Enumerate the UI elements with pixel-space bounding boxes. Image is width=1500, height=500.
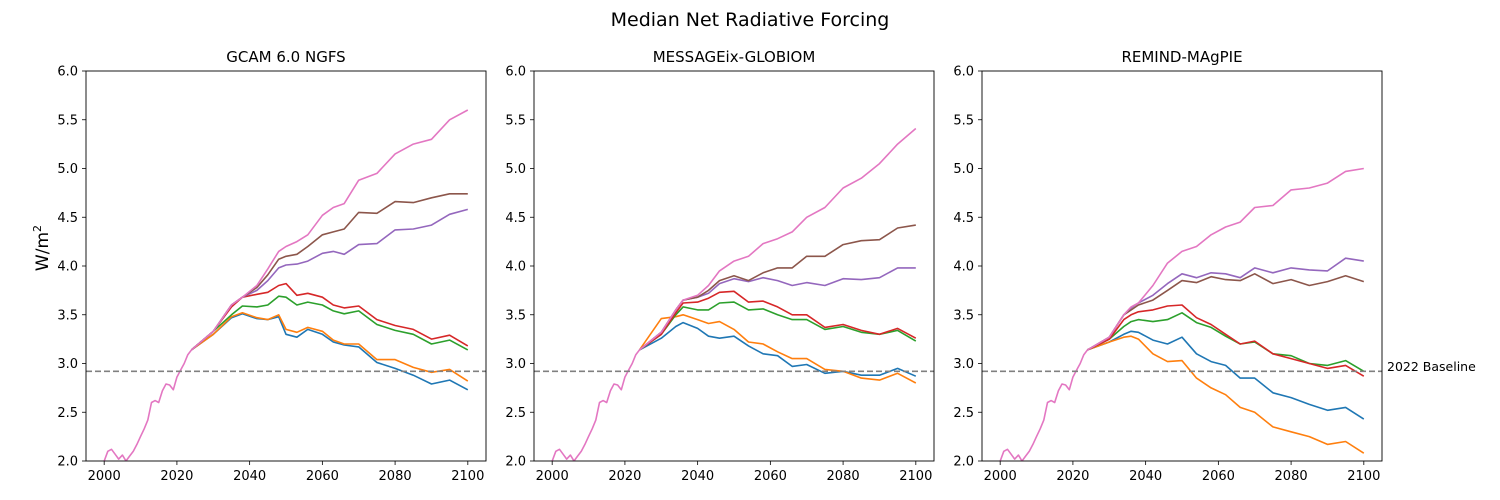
- series-line-3: [639, 301, 917, 351]
- series-line-4: [1087, 304, 1365, 377]
- series-line-1: [1087, 330, 1365, 420]
- panel-title: GCAM 6.0 NGFS: [226, 48, 345, 66]
- x-tick-label: 2040: [681, 469, 714, 484]
- y-tick-label: 4.5: [953, 211, 974, 226]
- series-line-6: [1087, 273, 1365, 351]
- axes-frame: [85, 70, 487, 462]
- x-tick-label: 2100: [451, 469, 484, 484]
- history-line: [551, 349, 641, 461]
- plot-area: [982, 167, 1382, 461]
- y-tick-label: 4.0: [953, 260, 974, 275]
- history-line: [999, 349, 1089, 461]
- axes-frame: [533, 70, 935, 462]
- x-tick-label: 2100: [899, 469, 932, 484]
- chart-panel-3: REMIND-MAgPIE 2.0 2.5 3.0 3.5 4.0 4.5 5.0 5.5 6.0…: [953, 48, 1383, 484]
- series-line-6: [638, 224, 916, 351]
- y-tick-label: 4.0: [505, 260, 526, 275]
- series-line-7: [190, 109, 469, 351]
- panel-title: REMIND-MAgPIE: [1121, 48, 1242, 66]
- y-tick-label: 2.5: [57, 406, 78, 421]
- series-line-6: [190, 193, 468, 351]
- x-tick-label: 2080: [827, 469, 860, 484]
- series-line-5: [190, 208, 469, 351]
- y-tick-label: 5.5: [953, 113, 974, 128]
- series-line-2: [191, 312, 469, 382]
- y-tick-label: 4.0: [57, 260, 78, 275]
- x-tick-label: 2020: [1056, 469, 1089, 484]
- y-tick-label: 2.5: [505, 406, 526, 421]
- series-line-7: [1087, 167, 1364, 351]
- y-tick-label: 3.5: [953, 308, 974, 323]
- y-tick-label: 2.0: [57, 455, 78, 470]
- chart-panel-1: GCAM 6.0 NGFS 2.0 2.5 3.0 3.5 4.0 4.5 5.0 5.5 6.0…: [57, 48, 487, 484]
- y-tick-label: 2.0: [505, 455, 526, 470]
- y-axis-label: W/m2: [31, 225, 53, 271]
- x-tick-label: 2000: [984, 469, 1017, 484]
- y-tick-label: 2.5: [953, 406, 974, 421]
- y-tick-label: 3.0: [57, 357, 78, 372]
- x-tick-label: 2040: [1129, 469, 1162, 484]
- y-tick-label: 6.0: [953, 65, 974, 80]
- series-line-7: [638, 127, 917, 351]
- y-tick-label: 3.5: [505, 308, 526, 323]
- x-tick-label: 2080: [1275, 469, 1308, 484]
- series-line-1: [639, 321, 917, 377]
- chart-panel-2: MESSAGEix-GLOBIOM 2.0 2.5 3.0 3.5 4.0 4.5 5.0 5.…: [505, 48, 935, 484]
- y-axis-label-superscript: 2: [31, 225, 44, 232]
- series-line-2: [638, 314, 917, 384]
- y-tick-label: 4.5: [57, 211, 78, 226]
- y-tick-label: 3.0: [953, 357, 974, 372]
- y-tick-label: 6.0: [505, 65, 526, 80]
- x-tick-label: 2020: [608, 469, 641, 484]
- series-line-4: [639, 290, 917, 351]
- baseline-label: 2022 Baseline: [1387, 359, 1476, 374]
- y-tick-label: 5.0: [57, 162, 78, 177]
- y-tick-label: 5.5: [57, 113, 78, 128]
- x-tick-label: 2040: [233, 469, 266, 484]
- x-tick-label: 2080: [379, 469, 412, 484]
- x-tick-label: 2000: [88, 469, 121, 484]
- y-tick-label: 5.0: [505, 162, 526, 177]
- x-tick-label: 2020: [160, 469, 193, 484]
- x-tick-label: 2100: [1347, 469, 1380, 484]
- panel-title: MESSAGEix-GLOBIOM: [653, 48, 816, 66]
- plot-area: [534, 127, 934, 461]
- y-axis-label-unit: W/m: [33, 232, 53, 271]
- y-tick-label: 6.0: [57, 65, 78, 80]
- series-line-1: [191, 313, 469, 391]
- plot-area: [86, 109, 486, 461]
- x-tick-label: 2060: [1202, 469, 1235, 484]
- series-line-2: [1087, 335, 1365, 454]
- series-line-3: [1087, 312, 1365, 372]
- y-tick-label: 2.0: [953, 455, 974, 470]
- y-tick-label: 4.5: [505, 211, 526, 226]
- y-tick-label: 5.0: [953, 162, 974, 177]
- figure-title: Median Net Radiative Forcing: [611, 9, 890, 31]
- history-line: [103, 349, 193, 461]
- panels: GCAM 6.0 NGFS 2.0 2.5 3.0 3.5 4.0 4.5 5.0 5.5 6.0…: [57, 48, 1383, 484]
- y-tick-label: 3.0: [505, 357, 526, 372]
- axes-frame: [981, 70, 1383, 462]
- x-tick-label: 2060: [754, 469, 787, 484]
- series-line-3: [190, 295, 469, 351]
- x-tick-label: 2060: [306, 469, 339, 484]
- y-tick-label: 5.5: [505, 113, 526, 128]
- y-tick-label: 3.5: [57, 308, 78, 323]
- x-tick-label: 2000: [536, 469, 569, 484]
